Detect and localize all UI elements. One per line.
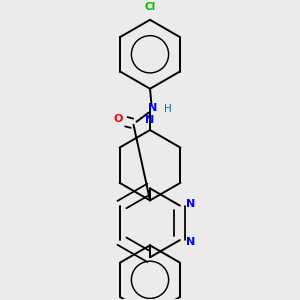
Text: Cl: Cl [144, 2, 156, 12]
Text: N: N [187, 237, 196, 247]
Text: O: O [113, 114, 123, 124]
Text: N: N [148, 103, 158, 113]
Text: H: H [164, 104, 171, 114]
Text: N: N [187, 199, 196, 209]
Text: N: N [146, 115, 154, 124]
